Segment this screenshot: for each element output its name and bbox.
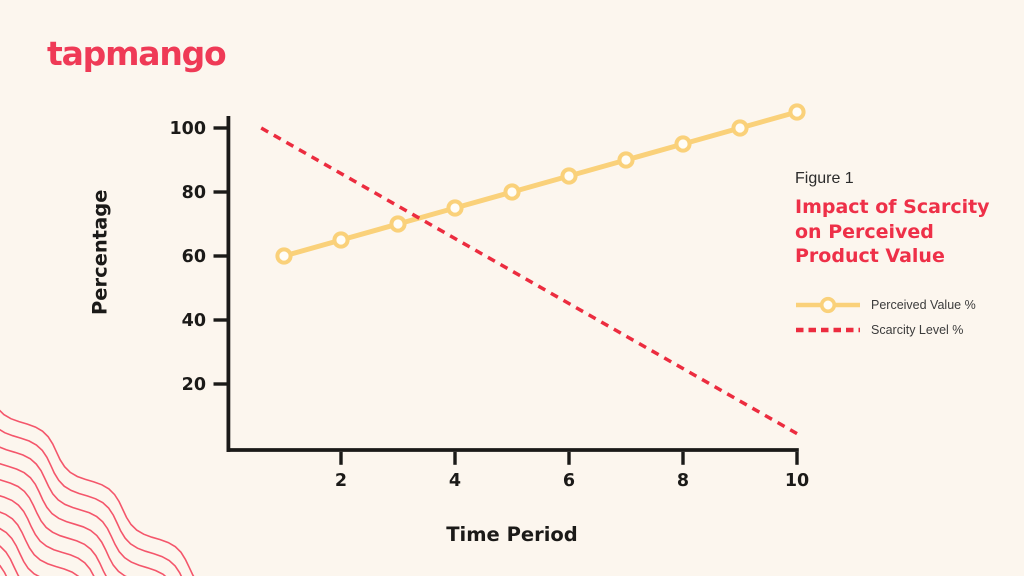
y-tick-label: 20 — [182, 375, 206, 395]
line-marker-swatch-icon — [796, 296, 860, 313]
data-point-marker — [503, 183, 521, 201]
wave-line — [0, 495, 95, 576]
data-point-marker — [731, 119, 749, 137]
x-tick-label: 6 — [563, 471, 575, 491]
data-point-marker — [389, 215, 407, 233]
legend-item: Scarcity Level % — [795, 317, 1010, 342]
wave-line — [0, 462, 127, 576]
dashed-line-swatch-icon — [796, 327, 860, 332]
data-point-marker — [332, 231, 350, 249]
data-point-marker — [560, 167, 578, 185]
wave-line — [0, 527, 40, 576]
wave-line — [0, 511, 80, 576]
perceived-value-line — [283, 109, 798, 259]
figure-info-panel: Figure 1 Impact of Scarcity on Perceived… — [795, 170, 1010, 342]
y-tick-label: 100 — [169, 119, 206, 139]
y-axis-title: Percentage — [88, 189, 112, 316]
chart-title: Impact of Scarcity on Perceived Product … — [795, 196, 990, 268]
wave-pattern-decoration — [0, 409, 195, 576]
data-point-marker — [617, 151, 635, 169]
wave-line — [0, 479, 107, 576]
legend-label: Perceived Value % — [871, 297, 976, 312]
wave-line — [0, 545, 20, 576]
legend-item: Perceived Value % — [795, 292, 1010, 317]
chart-legend: Perceived Value % Scarcity Level % — [795, 292, 1010, 342]
data-point-marker — [674, 135, 692, 153]
tapmango-logo: tapmango — [47, 34, 227, 73]
y-tick-label: 60 — [182, 247, 206, 267]
x-axis-title: Time Period — [446, 523, 578, 546]
wave-line — [0, 409, 195, 576]
figure-number-label: Figure 1 — [795, 170, 854, 187]
scarcity-dashed-line — [260, 126, 798, 436]
data-point-marker — [446, 199, 464, 217]
x-tick-label: 10 — [785, 471, 809, 491]
x-tick-label: 2 — [335, 471, 347, 491]
wave-line — [0, 428, 183, 576]
wave-line — [0, 446, 167, 576]
data-point-marker — [788, 103, 806, 121]
legend-label: Scarcity Level % — [871, 322, 964, 337]
y-tick-label: 40 — [182, 311, 206, 331]
x-tick-label: 4 — [449, 471, 461, 491]
y-tick-label: 80 — [182, 183, 206, 203]
x-tick-label: 8 — [677, 471, 689, 491]
data-point-marker — [275, 247, 293, 265]
